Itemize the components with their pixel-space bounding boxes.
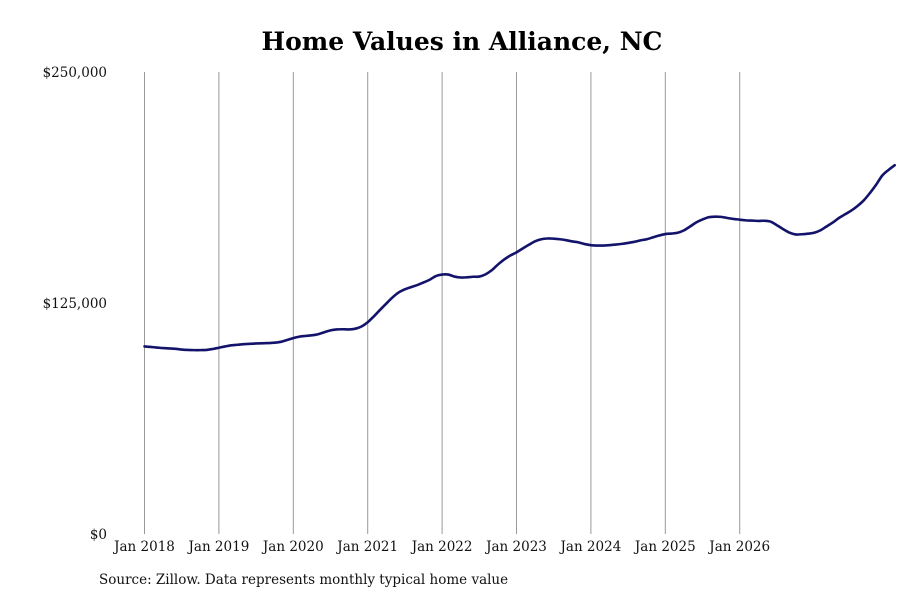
vertical-gridlines (144, 72, 741, 534)
chart-title: Home Values in Alliance, NC (261, 27, 663, 56)
y-tick-label: $125,000 (43, 296, 107, 312)
series-line (143, 163, 896, 352)
x-tick-label: Jan 2024 (558, 539, 621, 555)
source-note: Source: Zillow. Data represents monthly … (99, 572, 509, 588)
x-tick-label: Jan 2019 (186, 539, 249, 555)
axis-tick-labels: Jan 2018 Jan 2019 Jan 2020 Jan 2021 Jan 2022… (43, 65, 771, 555)
x-tick-label: Jan 2023 (484, 539, 547, 555)
x-tick-label: Jan 2025 (633, 539, 696, 555)
y-tick-label: $250,000 (43, 65, 107, 81)
y-tick-label: $0 (90, 527, 107, 543)
x-tick-label: Jan 2021 (335, 539, 398, 555)
x-tick-label: Jan 2026 (707, 539, 770, 555)
series-layer (143, 163, 896, 352)
x-tick-label: Jan 2022 (410, 539, 473, 555)
x-tick-label: Jan 2020 (261, 539, 324, 555)
x-tick-label: Jan 2018 (112, 539, 175, 555)
